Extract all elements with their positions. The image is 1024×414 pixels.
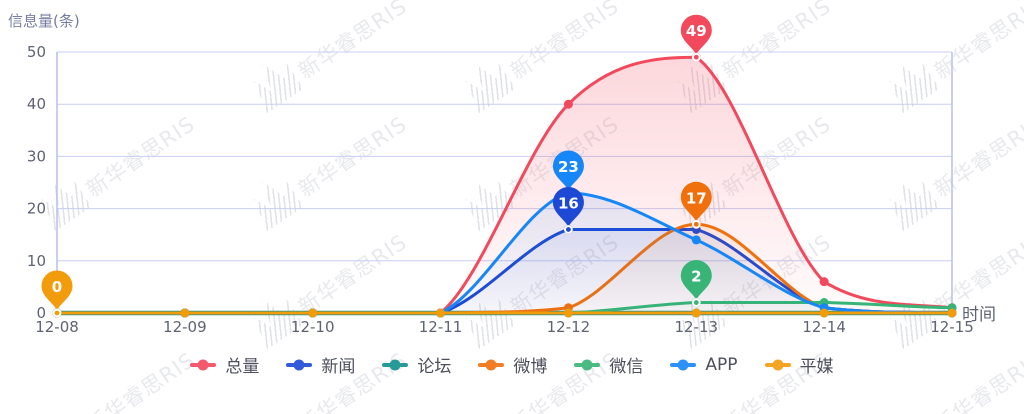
pin-value-label: 2 xyxy=(691,268,701,286)
legend-item[interactable]: 平媒 xyxy=(764,352,834,377)
data-point[interactable] xyxy=(180,308,190,318)
data-point[interactable] xyxy=(691,235,701,245)
data-point[interactable] xyxy=(819,308,829,318)
pin-tip-dot xyxy=(564,225,573,234)
data-point[interactable] xyxy=(947,308,957,318)
y-tick-label: 50 xyxy=(27,43,46,61)
watermark-logo-icon xyxy=(31,406,92,414)
legend-dot-marker xyxy=(677,359,689,370)
legend-label: 总量 xyxy=(225,357,260,377)
legend-line-marker xyxy=(764,359,791,370)
x-tick-label: 12-08 xyxy=(35,318,79,336)
pin-tip-dot xyxy=(691,298,701,307)
x-axis-title: 时间 xyxy=(962,305,996,325)
mark-point-pin[interactable]: 49 xyxy=(680,14,712,62)
data-point[interactable] xyxy=(819,277,829,287)
legend-label: 微信 xyxy=(609,357,644,377)
data-point[interactable] xyxy=(563,99,573,109)
x-tick-label: 12-09 xyxy=(163,318,207,336)
pin-shape xyxy=(552,150,584,190)
watermark-logo-icon xyxy=(455,406,516,414)
legend-line-marker xyxy=(478,359,505,370)
pin-tip-dot xyxy=(691,219,701,229)
legend-label: 新闻 xyxy=(321,357,356,377)
y-tick-label: 30 xyxy=(27,147,46,165)
x-tick-label: 12-15 xyxy=(930,318,974,336)
pin-shape xyxy=(41,270,73,310)
pin-value-label: 16 xyxy=(558,194,579,212)
pin-shape xyxy=(680,14,712,55)
watermark-logo-icon xyxy=(879,406,940,414)
data-point[interactable] xyxy=(436,308,446,318)
mark-point-pin[interactable]: 16 xyxy=(552,186,584,234)
pin-value-label: 17 xyxy=(686,189,707,207)
pin-tip-dot xyxy=(691,52,701,62)
legend-line-marker xyxy=(670,359,697,370)
legend-dot-marker xyxy=(485,359,497,370)
y-tick-label: 40 xyxy=(27,95,46,113)
legend-label: 微博 xyxy=(513,357,548,377)
legend-line-marker xyxy=(574,359,601,370)
watermark-logo-icon xyxy=(243,406,304,414)
legend-dot-marker xyxy=(772,359,784,370)
legend-item[interactable]: 论坛 xyxy=(382,352,451,377)
x-tick-label: 12-12 xyxy=(547,318,591,336)
legend-dot-marker xyxy=(197,359,209,370)
chart-legend: 总量 新闻 论坛 微博 微信 APP 平媒 xyxy=(0,352,1024,377)
pin-shape xyxy=(552,186,584,227)
legend-item[interactable]: APP xyxy=(670,354,738,375)
x-tick-label: 12-13 xyxy=(674,318,718,336)
data-point[interactable] xyxy=(308,308,318,318)
y-tick-label: 0 xyxy=(36,304,46,322)
mark-point-pin[interactable]: 0 xyxy=(41,270,73,318)
y-axis-title: 信息量(条) xyxy=(8,12,80,30)
x-axis-labels: 12-08 12-09 12-10 12-11 12-12 12-13 12-14 12-15 xyxy=(35,318,974,336)
legend-label: 平媒 xyxy=(799,357,834,377)
legend-line-marker xyxy=(286,359,313,370)
legend-dot-marker xyxy=(293,359,305,370)
data-point[interactable] xyxy=(691,308,701,318)
series-area xyxy=(57,192,952,313)
pin-value-label: 23 xyxy=(558,158,579,176)
y-tick-label: 10 xyxy=(27,252,46,270)
legend-line-marker xyxy=(382,359,409,370)
legend-line-marker xyxy=(190,359,217,370)
legend-dot-marker xyxy=(581,359,593,370)
pin-tip-dot xyxy=(52,308,62,318)
legend-label: APP xyxy=(705,354,738,375)
pin-value-label: 0 xyxy=(52,278,62,296)
x-tick-label: 12-11 xyxy=(419,318,463,336)
y-tick-label: 20 xyxy=(27,200,46,218)
legend-dot-marker xyxy=(389,359,401,370)
legend-item[interactable]: 微信 xyxy=(574,352,643,377)
legend-item[interactable]: 微博 xyxy=(478,352,547,377)
legend-label: 论坛 xyxy=(417,357,452,377)
watermark-logo-icon xyxy=(667,406,728,414)
pin-value-label: 49 xyxy=(686,22,707,40)
x-tick-label: 12-10 xyxy=(291,318,335,336)
legend-item[interactable]: 总量 xyxy=(190,352,259,377)
data-point[interactable] xyxy=(563,308,573,318)
x-tick-label: 12-14 xyxy=(802,318,846,336)
legend-item[interactable]: 新闻 xyxy=(286,352,355,377)
